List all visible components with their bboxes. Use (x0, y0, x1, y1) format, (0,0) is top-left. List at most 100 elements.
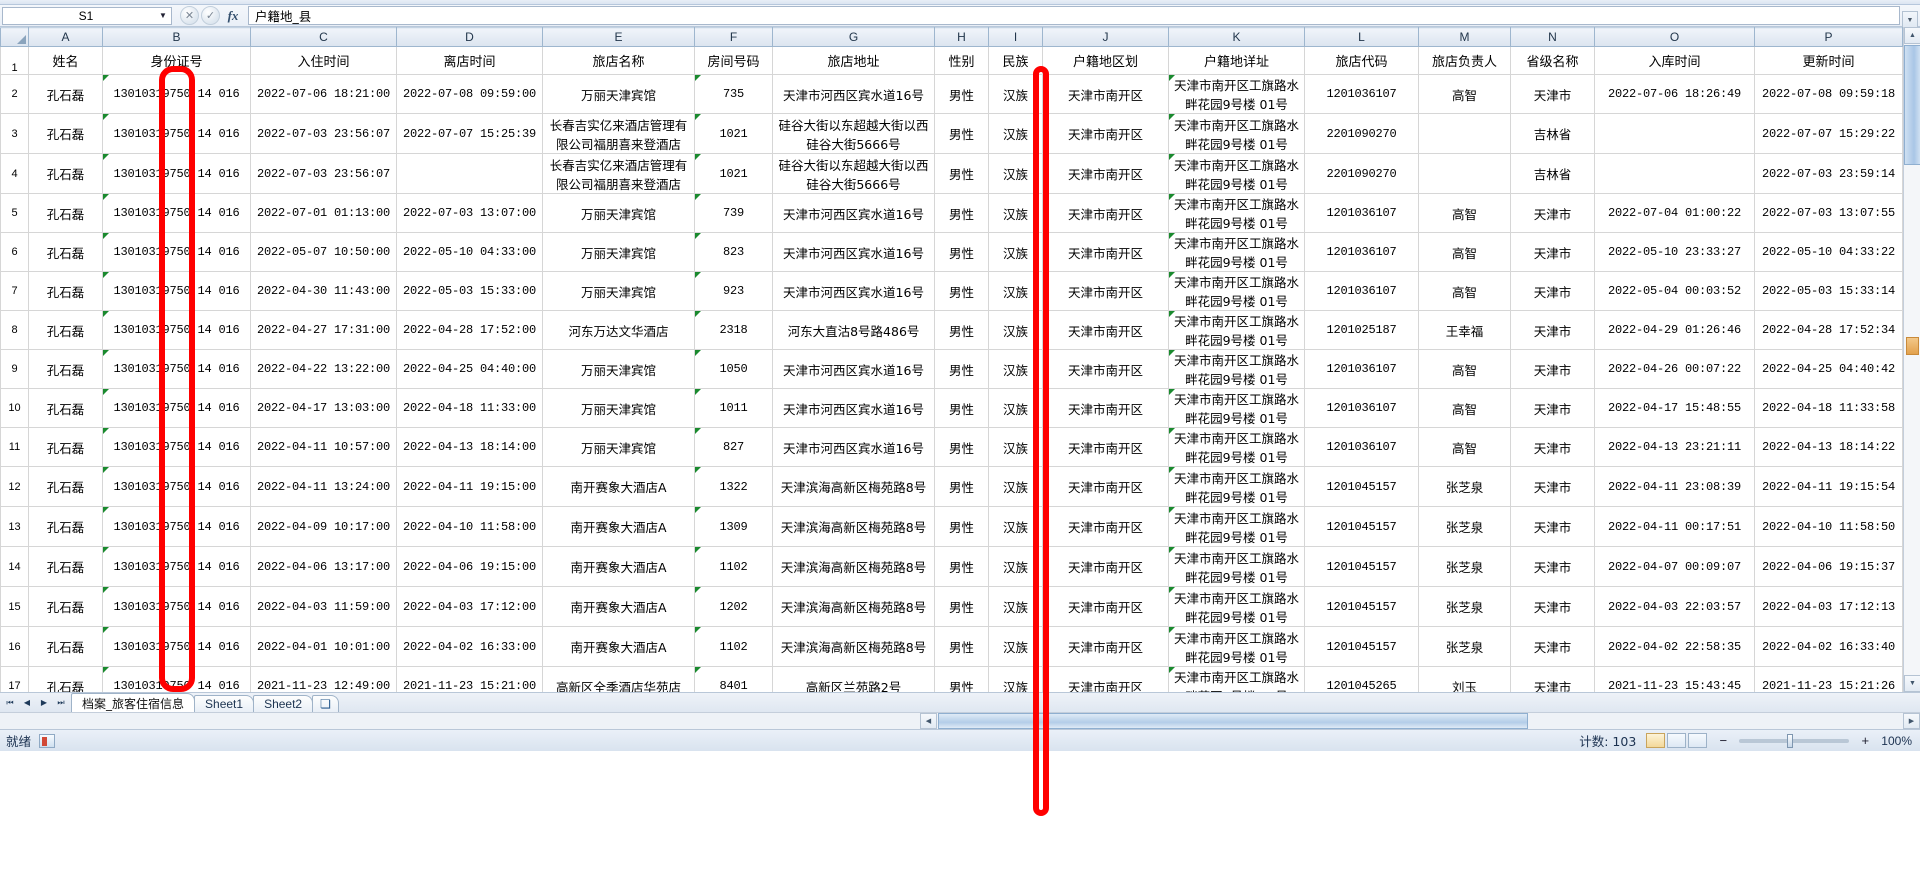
cell-K12[interactable]: 天津市南开区工旗路水畔花园9号楼 01号 (1168, 466, 1305, 507)
page-layout-view-icon[interactable] (1667, 733, 1687, 748)
cell-G4[interactable]: 硅谷大街以东超越大街以西硅谷大街5666号 (772, 153, 935, 194)
cell-N4[interactable]: 吉林省 (1510, 153, 1595, 194)
table-row[interactable]: 15 孔石磊 13010319750 14 016 2022-04-03 11:59:… (0, 586, 1903, 627)
cell-D14[interactable]: 2022-04-06 19:15:00 (396, 546, 543, 587)
cell-F10[interactable]: 1011 (694, 388, 773, 428)
cell-P17[interactable]: 2021-11-23 15:21:26 (1754, 666, 1903, 692)
cell-B7[interactable]: 13010319750 14 016 (102, 271, 251, 311)
cell-I6[interactable]: 汉族 (988, 232, 1043, 272)
cell-K5[interactable]: 天津市南开区工旗路水畔花园9号楼 01号 (1168, 193, 1305, 233)
cell-O3[interactable] (1594, 113, 1755, 154)
cell-L5[interactable]: 1201036107 (1304, 193, 1419, 233)
cell-L9[interactable]: 1201036107 (1304, 349, 1419, 389)
sheet-tab-active[interactable]: 档案_旅客住宿信息 (71, 692, 196, 713)
cell-M11[interactable]: 高智 (1418, 427, 1511, 467)
cell-A17[interactable]: 孔石磊 (28, 666, 103, 692)
cell-G17[interactable]: 高新区兰苑路2号 (772, 666, 935, 692)
zoom-out-icon[interactable]: − (1719, 733, 1728, 748)
cell-M4[interactable] (1418, 153, 1511, 194)
cell-P14[interactable]: 2022-04-06 19:15:37 (1754, 546, 1903, 587)
table-row[interactable]: 6 孔石磊 13010319750 14 016 2022-05-07 10:50:0… (0, 232, 1903, 272)
cell-P6[interactable]: 2022-05-10 04:33:22 (1754, 232, 1903, 272)
first-sheet-icon[interactable]: ⏮ (6, 697, 14, 707)
cell-N11[interactable]: 天津市 (1510, 427, 1595, 467)
cell-P10[interactable]: 2022-04-18 11:33:58 (1754, 388, 1903, 428)
cell-C11[interactable]: 2022-04-11 10:57:00 (250, 427, 397, 467)
cell-H9[interactable]: 男性 (934, 349, 989, 389)
cell-M8[interactable]: 王幸福 (1418, 310, 1511, 350)
cell-H11[interactable]: 男性 (934, 427, 989, 467)
cell-M5[interactable]: 高智 (1418, 193, 1511, 233)
cell-F11[interactable]: 827 (694, 427, 773, 467)
cell-A13[interactable]: 孔石磊 (28, 506, 103, 547)
cell-A16[interactable]: 孔石磊 (28, 626, 103, 667)
cell-C10[interactable]: 2022-04-17 13:03:00 (250, 388, 397, 428)
cell-B6[interactable]: 13010319750 14 016 (102, 232, 251, 272)
cell-F13[interactable]: 1309 (694, 506, 773, 547)
new-sheet-icon[interactable]: ❏ (312, 694, 339, 713)
cell-G13[interactable]: 天津滨海高新区梅苑路8号 (772, 506, 935, 547)
cell-C7[interactable]: 2022-04-30 11:43:00 (250, 271, 397, 311)
cell-B2[interactable]: 13010319750 14 016 (102, 74, 251, 114)
cell-H12[interactable]: 男性 (934, 466, 989, 507)
cell-B13[interactable]: 13010319750 14 016 (102, 506, 251, 547)
cell-H2[interactable]: 男性 (934, 74, 989, 114)
cell-G3[interactable]: 硅谷大街以东超越大街以西硅谷大街5666号 (772, 113, 935, 154)
cell-C16[interactable]: 2022-04-01 10:01:00 (250, 626, 397, 667)
column-header-C[interactable]: C (250, 27, 397, 47)
select-all-corner[interactable] (0, 27, 29, 47)
cell-O13[interactable]: 2022-04-11 00:17:51 (1594, 506, 1755, 547)
zoom-in-icon[interactable]: + (1861, 733, 1870, 748)
cell-A7[interactable]: 孔石磊 (28, 271, 103, 311)
cell-O6[interactable]: 2022-05-10 23:33:27 (1594, 232, 1755, 272)
column-header-D[interactable]: D (396, 27, 543, 47)
cell-G11[interactable]: 天津市河西区宾水道16号 (772, 427, 935, 467)
column-header-A[interactable]: A (28, 27, 103, 47)
cell-O7[interactable]: 2022-05-04 00:03:52 (1594, 271, 1755, 311)
cell-P12[interactable]: 2022-04-11 19:15:54 (1754, 466, 1903, 507)
column-header-F[interactable]: F (694, 27, 773, 47)
cell-D16[interactable]: 2022-04-02 16:33:00 (396, 626, 543, 667)
cell-J14[interactable]: 天津市南开区 (1042, 546, 1169, 587)
cell-E12[interactable]: 南开赛象大酒店A (542, 466, 695, 507)
cell-N9[interactable]: 天津市 (1510, 349, 1595, 389)
cell-D2[interactable]: 2022-07-08 09:59:00 (396, 74, 543, 114)
cell-P13[interactable]: 2022-04-10 11:58:50 (1754, 506, 1903, 547)
cell-P8[interactable]: 2022-04-28 17:52:34 (1754, 310, 1903, 350)
cell-I9[interactable]: 汉族 (988, 349, 1043, 389)
cell-P9[interactable]: 2022-04-25 04:40:42 (1754, 349, 1903, 389)
table-row[interactable]: 14 孔石磊 13010319750 14 016 2022-04-06 13:17:… (0, 546, 1903, 587)
formula-input[interactable]: 户籍地_县 (248, 6, 1900, 25)
cell-H8[interactable]: 男性 (934, 310, 989, 350)
cell-G8[interactable]: 河东大直沽8号路486号 (772, 310, 935, 350)
cell-N5[interactable]: 天津市 (1510, 193, 1595, 233)
column-header-G[interactable]: G (772, 27, 935, 47)
row-header[interactable]: 10 (0, 388, 29, 428)
row-header[interactable]: 1 (0, 46, 29, 75)
cell-N16[interactable]: 天津市 (1510, 626, 1595, 667)
horizontal-scrollbar[interactable]: ◀ ▶ (0, 712, 1920, 729)
next-sheet-icon[interactable]: ▶ (40, 698, 48, 707)
cell-M17[interactable]: 刘玉 (1418, 666, 1511, 692)
cell-I3[interactable]: 汉族 (988, 113, 1043, 154)
cell-I15[interactable]: 汉族 (988, 586, 1043, 627)
cell-A8[interactable]: 孔石磊 (28, 310, 103, 350)
cell-K10[interactable]: 天津市南开区工旗路水畔花园9号楼 01号 (1168, 388, 1305, 428)
column-header-E[interactable]: E (542, 27, 695, 47)
horizontal-scroll-region[interactable]: ◀ ▶ (920, 713, 1920, 730)
cell-M10[interactable]: 高智 (1418, 388, 1511, 428)
cell-H3[interactable]: 男性 (934, 113, 989, 154)
cell-H7[interactable]: 男性 (934, 271, 989, 311)
cell-N10[interactable]: 天津市 (1510, 388, 1595, 428)
cell-L7[interactable]: 1201036107 (1304, 271, 1419, 311)
cell-N3[interactable]: 吉林省 (1510, 113, 1595, 154)
cell-F14[interactable]: 1102 (694, 546, 773, 587)
cell-C14[interactable]: 2022-04-06 13:17:00 (250, 546, 397, 587)
cell-H10[interactable]: 男性 (934, 388, 989, 428)
cell-M9[interactable]: 高智 (1418, 349, 1511, 389)
row-header[interactable]: 7 (0, 271, 29, 311)
cell-G16[interactable]: 天津滨海高新区梅苑路8号 (772, 626, 935, 667)
vertical-scrollbar[interactable]: ▲ ▼ (1903, 27, 1920, 692)
cell-P3[interactable]: 2022-07-07 15:29:22 (1754, 113, 1903, 154)
cell-I2[interactable]: 汉族 (988, 74, 1043, 114)
